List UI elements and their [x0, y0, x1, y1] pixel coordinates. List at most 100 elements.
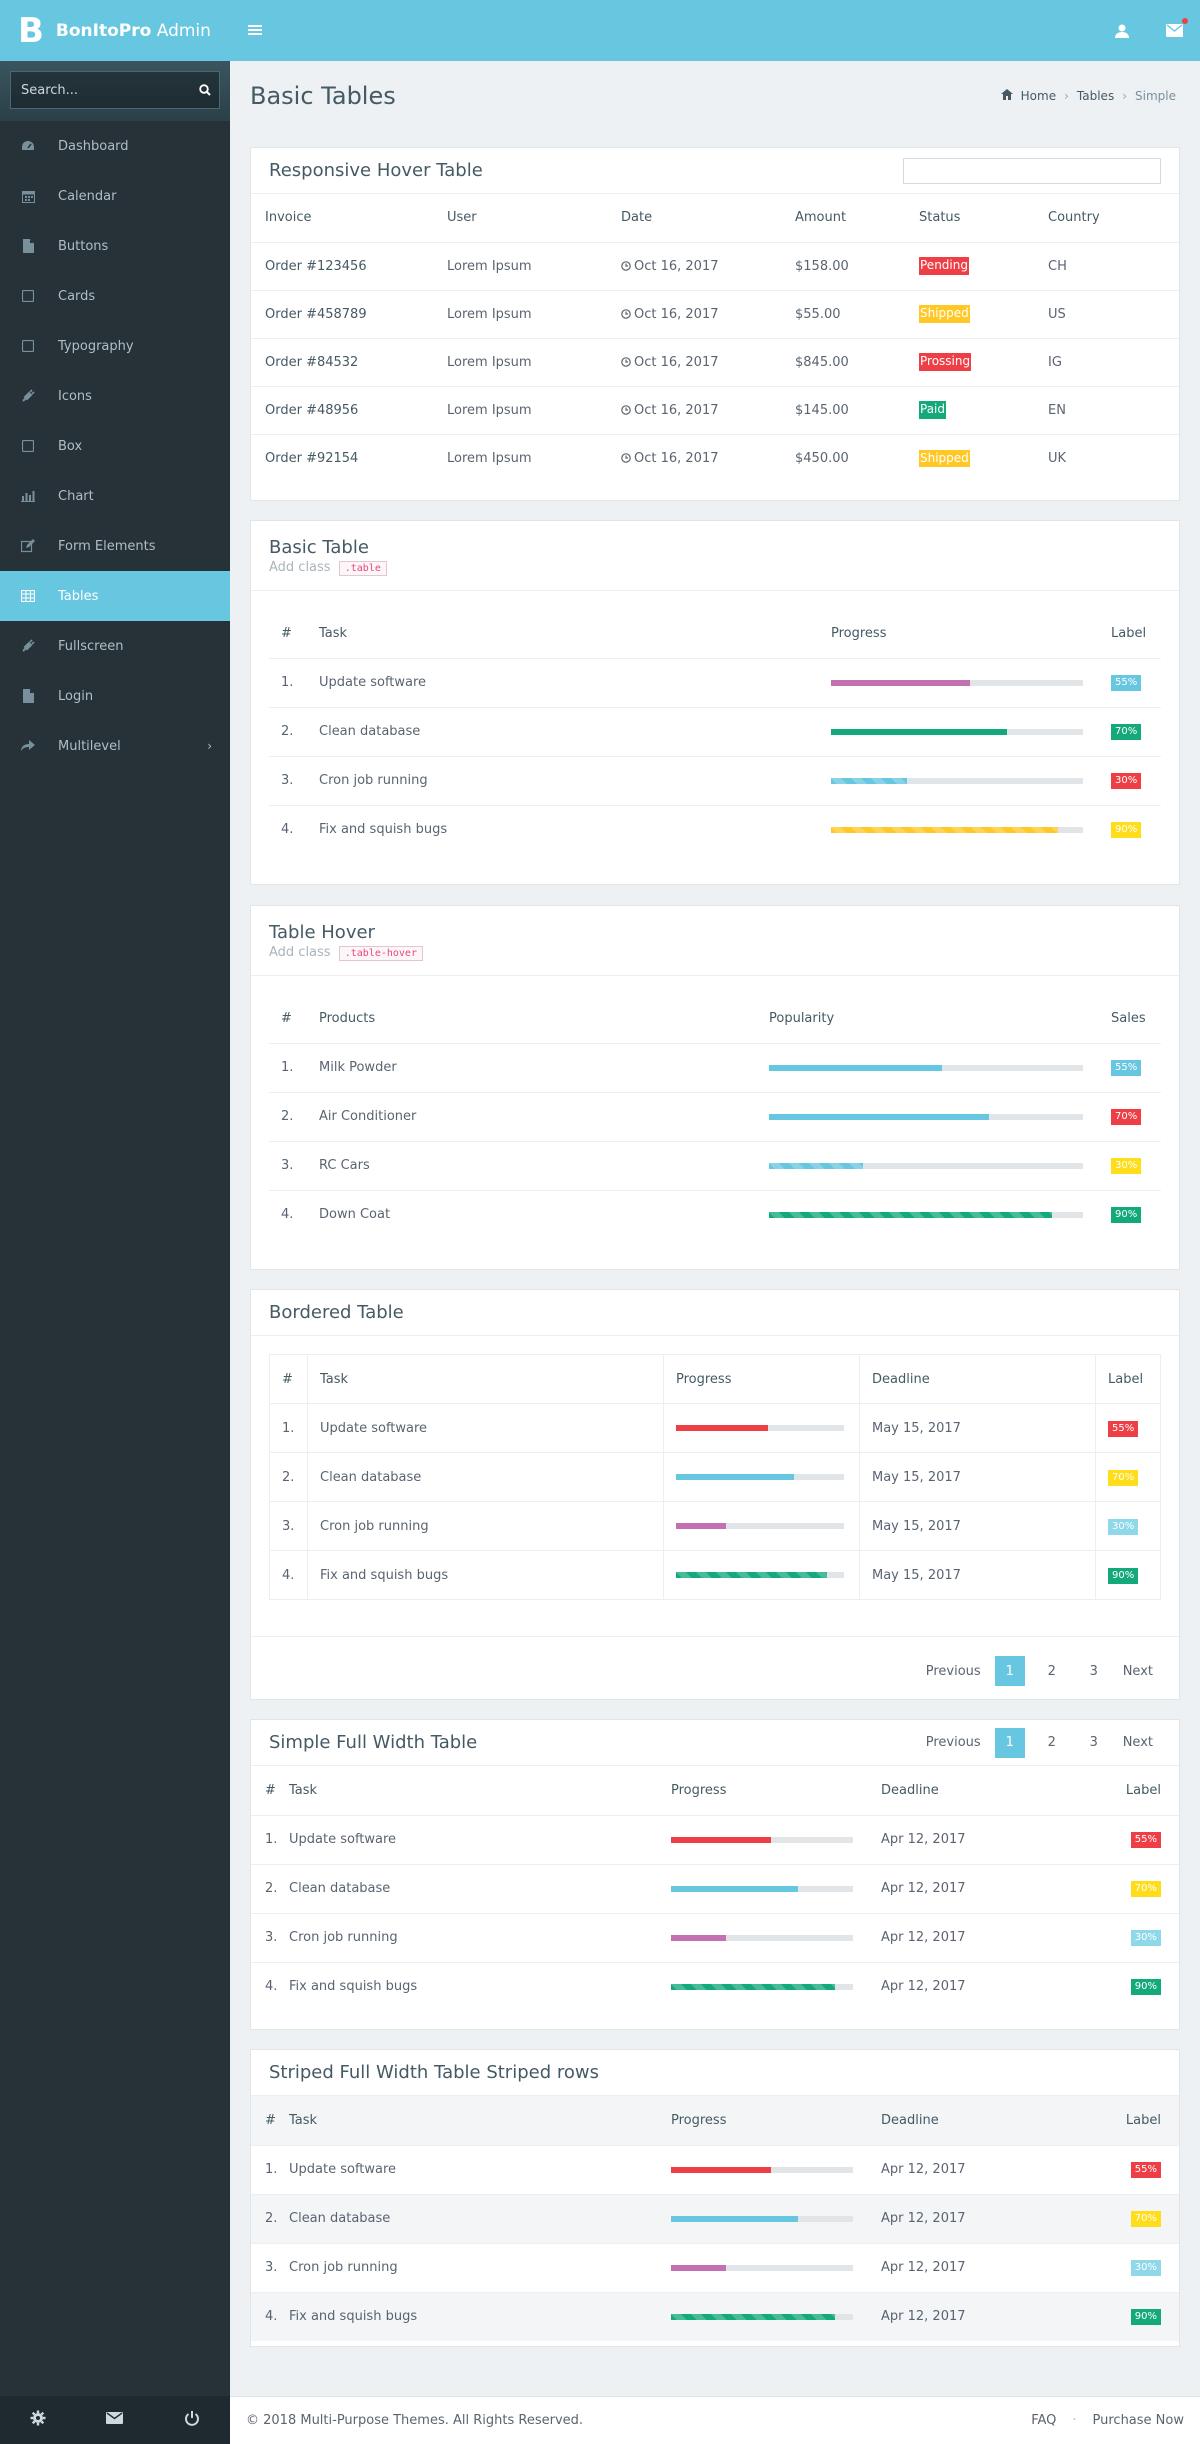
card-subtitle: Add class .table	[269, 560, 387, 576]
card-title: Basic Table	[269, 536, 369, 558]
label-cell: 90%	[1101, 1961, 1179, 2011]
pagination-previous[interactable]: Previous	[925, 1663, 981, 1679]
user-icon[interactable]	[1112, 21, 1132, 41]
table-row[interactable]: Order #123456 Lorem Ipsum Oct 16, 2017 $158…	[251, 241, 1179, 290]
faq-link[interactable]: FAQ	[1031, 2413, 1057, 2428]
table-row[interactable]: 1. Milk Powder 55%	[269, 1042, 1161, 1092]
label-badge: 55%	[1111, 1060, 1142, 1076]
progress-bar	[769, 1064, 1083, 1071]
page-footer: © 2018 Multi-Purpose Themes. All Rights …	[230, 2396, 1200, 2444]
card-title: Table Hover	[269, 921, 375, 943]
pagination-next[interactable]: Next	[1122, 1735, 1153, 1750]
brand-name: BonItoPro Admin	[56, 21, 211, 41]
sidebar-item-label: Calendar	[58, 188, 117, 204]
table-row[interactable]: 4. Down Coat 90%	[269, 1189, 1161, 1239]
sidebar-item-label: Icons	[58, 388, 92, 404]
sidebar-item-box[interactable]: Box	[0, 421, 230, 471]
progress-cell	[769, 1091, 1111, 1141]
row-number: 3.	[269, 755, 319, 805]
brand-logo[interactable]: B BonItoPro Admin	[0, 0, 230, 61]
file-icon	[20, 688, 36, 704]
gear-icon[interactable]	[30, 2410, 46, 2430]
sidebar-item-chart[interactable]: Chart	[0, 471, 230, 521]
pagination-previous[interactable]: Previous	[925, 1735, 981, 1750]
status-cell: Shipped	[919, 433, 1048, 482]
table-row[interactable]: Order #48956 Lorem Ipsum Oct 16, 2017 $145.…	[251, 385, 1179, 434]
table-row[interactable]: 2. Clean database Apr 12, 2017 70%	[251, 2193, 1179, 2243]
table-row[interactable]: 3. Cron job running May 15, 2017 30%	[269, 1501, 1161, 1551]
table-row[interactable]: 1. Update software Apr 12, 2017 55%	[251, 2144, 1179, 2194]
sidebar-item-dashboard[interactable]: Dashboard	[0, 121, 230, 171]
breadcrumb-tables[interactable]: Tables	[1076, 89, 1115, 103]
deadline-cell: Apr 12, 2017	[881, 2193, 1101, 2243]
label-cell: 30%	[1101, 2242, 1179, 2292]
purchase-now-link[interactable]: Purchase Now	[1092, 2413, 1184, 2428]
breadcrumb-home[interactable]: Home	[1020, 89, 1057, 103]
sidebar-item-typography[interactable]: Typography	[0, 321, 230, 371]
power-icon[interactable]	[184, 2410, 200, 2430]
table-search-input[interactable]	[903, 157, 1161, 184]
table-row[interactable]: 3. Cron job running Apr 12, 2017 30%	[251, 2242, 1179, 2292]
column-header: Progress	[671, 1782, 727, 1798]
table-row[interactable]: 3. Cron job running 30%	[269, 755, 1161, 805]
table-row[interactable]: 1. Update software 55%	[269, 657, 1161, 707]
table-row[interactable]: 3. RC Cars 30%	[269, 1140, 1161, 1190]
sidebar-item-buttons[interactable]: Buttons	[0, 221, 230, 271]
sidebar-item-calendar[interactable]: Calendar	[0, 171, 230, 221]
progress-cell	[831, 706, 1111, 756]
pagination-page[interactable]: 3	[1089, 1663, 1098, 1679]
table-row[interactable]: 2. Clean database May 15, 2017 70%	[269, 1452, 1161, 1502]
hamburger-icon[interactable]	[248, 21, 262, 40]
progress-fill	[671, 1983, 835, 1990]
pagination-page[interactable]: 2	[1047, 1735, 1056, 1750]
breadcrumb: Home › Tables › Simple	[1000, 89, 1176, 103]
sidebar-item-icons[interactable]: Icons	[0, 371, 230, 421]
sidebar-item-tables[interactable]: Tables	[0, 571, 230, 621]
card-title: Simple Full Width Table	[269, 1732, 478, 1753]
table-row[interactable]: 3. Cron job running Apr 12, 2017 30%	[251, 1912, 1179, 1962]
label-cell: 55%	[1101, 1814, 1179, 1864]
table-row[interactable]: 4. Fix and squish bugs Apr 12, 2017 90%	[251, 1961, 1179, 2011]
table-row[interactable]: Order #92154 Lorem Ipsum Oct 16, 2017 $450.…	[251, 433, 1179, 482]
sidebar-item-login[interactable]: Login	[0, 671, 230, 721]
table-row[interactable]: Order #84532 Lorem Ipsum Oct 16, 2017 $845.…	[251, 337, 1179, 386]
search-icon[interactable]	[191, 72, 219, 108]
table-row[interactable]: 2. Clean database Apr 12, 2017 70%	[251, 1863, 1179, 1913]
task-cell: Update software	[289, 2144, 671, 2194]
table-row[interactable]: 2. Air Conditioner 70%	[269, 1091, 1161, 1141]
page-title: Basic Tables	[250, 82, 396, 110]
label-cell: 30%	[1111, 755, 1161, 805]
sidebar-item-form-elements[interactable]: Form Elements	[0, 521, 230, 571]
pagination-next[interactable]: Next	[1122, 1663, 1153, 1679]
label-badge: 90%	[1108, 1567, 1139, 1584]
search-input[interactable]	[11, 72, 191, 108]
bordered-table: # Task Progress Deadline Label 1. Update softw…	[269, 1354, 1161, 1600]
label-badge: 55%	[1111, 675, 1142, 691]
mail-icon[interactable]	[1164, 17, 1188, 41]
envelope-icon[interactable]	[106, 2412, 124, 2428]
progress-bar	[671, 2166, 853, 2173]
status-badge: Pending	[919, 257, 969, 275]
table-row[interactable]: 4. Fix and squish bugs 90%	[269, 804, 1161, 854]
label-cell: 55%	[1111, 1042, 1161, 1092]
table-row[interactable]: 4. Fix and squish bugs May 15, 2017 90%	[269, 1550, 1161, 1600]
table-row[interactable]: 4. Fix and squish bugs Apr 12, 2017 90%	[251, 2291, 1179, 2341]
sidebar-item-fullscreen[interactable]: Fullscreen	[0, 621, 230, 671]
card-title: Striped Full Width Table Striped rows	[269, 2062, 599, 2083]
pagination-page[interactable]: 1	[994, 1656, 1025, 1686]
sidebar-item-cards[interactable]: Cards	[0, 271, 230, 321]
table-row[interactable]: Order #458789 Lorem Ipsum Oct 16, 2017 $55.…	[251, 289, 1179, 338]
table-row[interactable]: 1. Update software May 15, 2017 55%	[269, 1403, 1161, 1453]
progress-bar	[831, 728, 1083, 735]
row-number: 4.	[269, 804, 319, 854]
table-row[interactable]: 1. Update software Apr 12, 2017 55%	[251, 1814, 1179, 1864]
table-row[interactable]: 2. Clean database 70%	[269, 706, 1161, 756]
label-cell: 70%	[1101, 1863, 1179, 1913]
pagination-page[interactable]: 2	[1047, 1663, 1056, 1679]
sidebar-item-multilevel[interactable]: Multilevel ›	[0, 721, 230, 771]
pagination-page[interactable]: 1	[994, 1727, 1025, 1758]
responsive-hover-table: Invoice User Date Amount Status Country Order …	[251, 194, 1179, 482]
pagination-page[interactable]: 3	[1089, 1735, 1098, 1750]
row-number: 3.	[251, 1912, 289, 1962]
progress-cell	[663, 1550, 860, 1600]
